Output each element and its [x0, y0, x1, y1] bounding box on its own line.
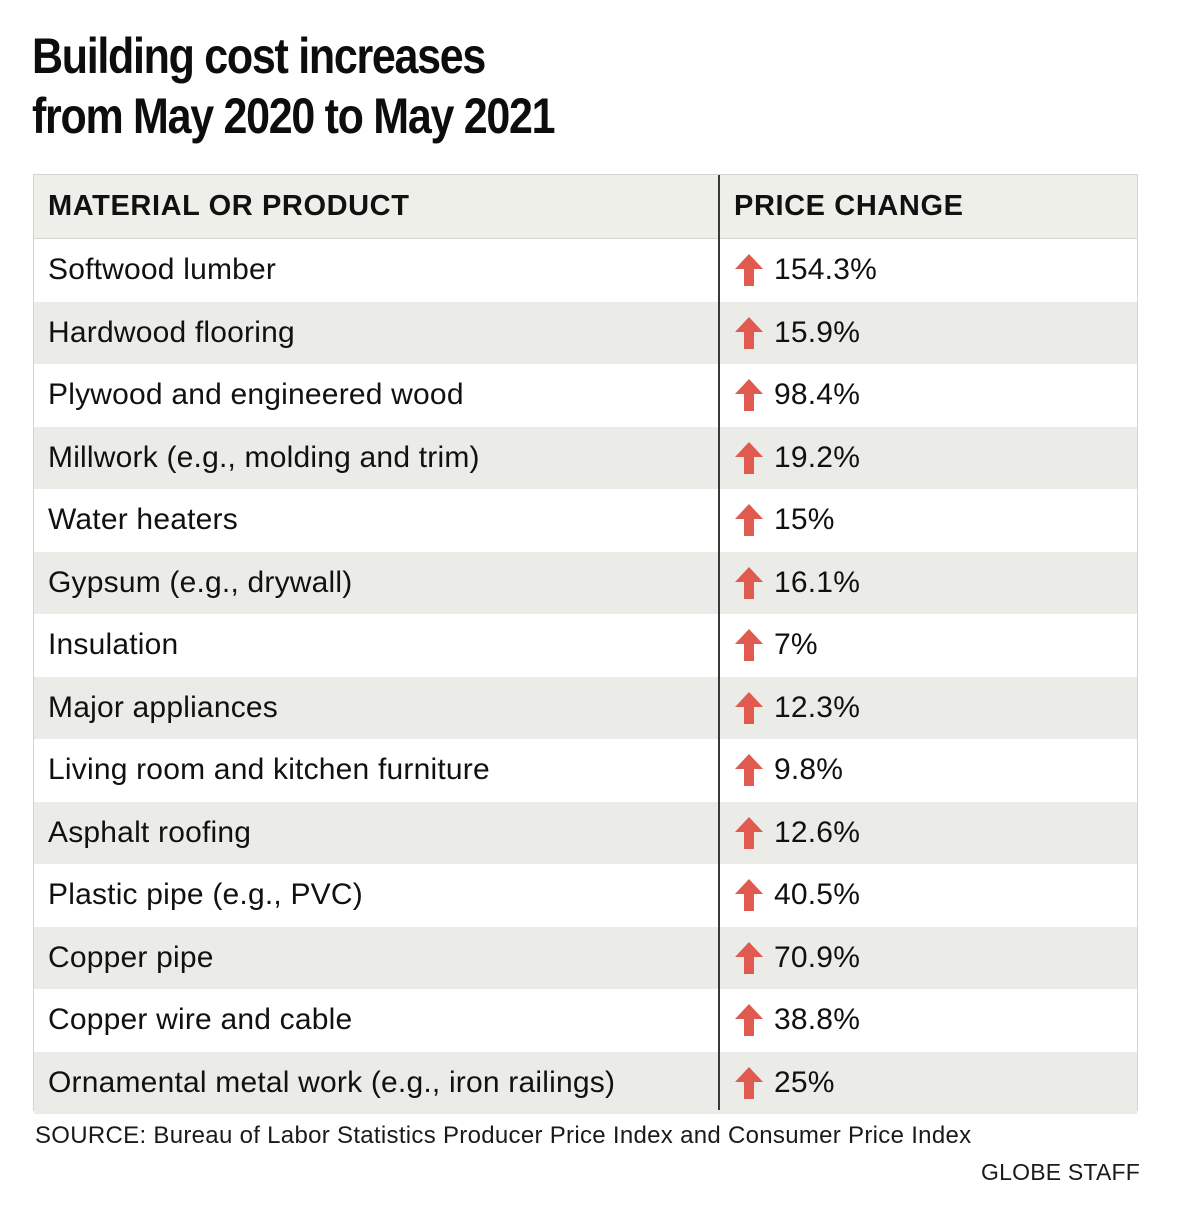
- price-change-value: 98.4%: [774, 378, 861, 412]
- material-cell: Gypsum (e.g., drywall): [48, 565, 353, 599]
- table-row: Major appliances 12.3%: [34, 676, 1137, 740]
- price-change-cell: 98.4%: [734, 364, 860, 427]
- price-change-cell: 70.9%: [734, 927, 860, 990]
- price-change-cell: 12.3%: [734, 677, 860, 740]
- price-change-value: 38.8%: [774, 1003, 861, 1037]
- material-cell: Plywood and engineered wood: [48, 378, 464, 412]
- price-change-cell: 9.8%: [734, 739, 843, 802]
- table-row: Water heaters 15%: [34, 489, 1137, 552]
- material-cell: Water heaters: [48, 503, 238, 537]
- title-line-1: Building cost increases: [32, 28, 486, 84]
- table-row: Living room and kitchen furniture 9.8%: [34, 739, 1137, 802]
- up-arrow-icon: [735, 691, 763, 724]
- material-cell: Living room and kitchen furniture: [48, 753, 490, 787]
- table-row: Ornamental metal work (e.g., iron railin…: [34, 1051, 1137, 1115]
- table-row: Hardwood flooring 15.9%: [34, 301, 1137, 365]
- table-row: Gypsum (e.g., drywall) 16.1%: [34, 551, 1137, 615]
- credit-line: GLOBE STAFF: [981, 1159, 1140, 1185]
- up-arrow-icon: [735, 754, 763, 787]
- up-arrow-icon: [735, 566, 763, 599]
- price-change-cell: 7%: [734, 614, 818, 677]
- up-arrow-icon: [735, 441, 763, 474]
- chart-title: Building cost increases from May 2020 to…: [32, 26, 987, 146]
- material-cell: Major appliances: [48, 690, 278, 724]
- price-change-cell: 38.8%: [734, 989, 860, 1052]
- price-change-value: 16.1%: [774, 565, 861, 599]
- table-row: Softwood lumber 154.3%: [34, 239, 1137, 302]
- column-divider: [718, 175, 720, 1110]
- up-arrow-icon: [735, 1004, 763, 1037]
- column-header-material: MATERIAL OR PRODUCT: [48, 190, 410, 222]
- title-line-2: from May 2020 to May 2021: [32, 88, 556, 144]
- table-row: Millwork (e.g., molding and trim) 19.2%: [34, 426, 1137, 490]
- price-change-value: 40.5%: [774, 878, 861, 912]
- price-change-value: 154.3%: [774, 253, 877, 287]
- price-change-value: 19.2%: [774, 440, 861, 474]
- material-cell: Plastic pipe (e.g., PVC): [48, 878, 363, 912]
- price-change-cell: 12.6%: [734, 802, 860, 865]
- price-change-value: 7%: [774, 628, 818, 662]
- price-change-value: 15.9%: [774, 315, 861, 349]
- material-cell: Softwood lumber: [48, 253, 277, 287]
- price-change-cell: 25%: [734, 1052, 835, 1115]
- price-change-value: 70.9%: [774, 940, 861, 974]
- price-change-value: 15%: [774, 503, 835, 537]
- table-row: Plywood and engineered wood 98.4%: [34, 364, 1137, 427]
- up-arrow-icon: [735, 879, 763, 912]
- up-arrow-icon: [735, 316, 763, 349]
- table-row: Copper pipe 70.9%: [34, 926, 1137, 990]
- up-arrow-icon: [735, 504, 763, 537]
- price-change-value: 25%: [774, 1065, 835, 1099]
- material-cell: Copper pipe: [48, 940, 214, 974]
- table-row: Insulation 7%: [34, 614, 1137, 677]
- price-change-value: 9.8%: [774, 753, 844, 787]
- price-change-cell: 16.1%: [734, 552, 860, 615]
- up-arrow-icon: [735, 816, 763, 849]
- material-cell: Millwork (e.g., molding and trim): [48, 440, 480, 474]
- price-change-table: MATERIAL OR PRODUCT PRICE CHANGE Softwoo…: [33, 174, 1138, 1114]
- table-row: Plastic pipe (e.g., PVC) 40.5%: [34, 864, 1137, 927]
- column-header-price-change: PRICE CHANGE: [734, 190, 964, 222]
- price-change-cell: 19.2%: [734, 427, 860, 490]
- price-change-cell: 40.5%: [734, 864, 860, 927]
- price-change-value: 12.6%: [774, 815, 861, 849]
- up-arrow-icon: [735, 379, 763, 412]
- price-change-cell: 15%: [734, 489, 835, 552]
- material-cell: Hardwood flooring: [48, 315, 295, 349]
- up-arrow-icon: [735, 254, 763, 287]
- material-cell: Insulation: [48, 628, 179, 662]
- table-row: Asphalt roofing 12.6%: [34, 801, 1137, 865]
- price-change-cell: 15.9%: [734, 302, 860, 365]
- price-change-value: 12.3%: [774, 690, 861, 724]
- table-header-row: MATERIAL OR PRODUCT PRICE CHANGE: [34, 175, 1137, 239]
- up-arrow-icon: [735, 941, 763, 974]
- table-row: Copper wire and cable 38.8%: [34, 989, 1137, 1052]
- material-cell: Ornamental metal work (e.g., iron railin…: [48, 1065, 616, 1099]
- up-arrow-icon: [735, 629, 763, 662]
- material-cell: Asphalt roofing: [48, 815, 252, 849]
- price-change-cell: 154.3%: [734, 239, 877, 302]
- material-cell: Copper wire and cable: [48, 1003, 353, 1037]
- source-note: SOURCE: Bureau of Labor Statistics Produ…: [35, 1122, 972, 1149]
- up-arrow-icon: [735, 1066, 763, 1099]
